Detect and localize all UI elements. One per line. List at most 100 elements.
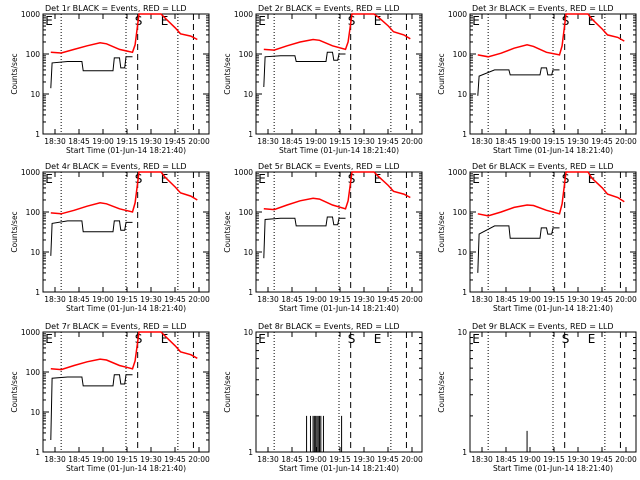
- x-tick-label: 18:30: [471, 137, 493, 146]
- x-tick-label: 19:45: [164, 295, 186, 304]
- x-tick-label: 19:30: [140, 455, 162, 464]
- event-marker-e: E: [258, 14, 266, 28]
- panel-det-9r: Det 9r BLACK = Events, RED = LLD 1 10 18:30…: [437, 322, 637, 473]
- x-tick-label: 19:15: [543, 295, 565, 304]
- series-events: [263, 51, 346, 88]
- x-tick-label: 18:30: [257, 137, 279, 146]
- chart-title: Det 1r BLACK = Events, RED = LLD: [45, 4, 187, 13]
- y-axis-label: Counts/sec: [223, 211, 232, 252]
- y-tick-label: 1: [462, 130, 467, 139]
- series-events: [50, 220, 133, 256]
- x-axis-label: Start Time (01-Jun-14 18:21:40): [493, 146, 613, 155]
- x-tick-label: 20:00: [188, 137, 210, 146]
- panel-det-7r: Det 7r BLACK = Events, RED = LLD 1 10 100 10…: [10, 322, 210, 473]
- series-lld: [50, 331, 198, 371]
- event-marker-e: E: [258, 172, 266, 186]
- x-axis-label: Start Time (01-Jun-14 18:21:40): [279, 146, 399, 155]
- x-tick-label: 19:00: [519, 137, 541, 146]
- x-tick-label: 18:45: [68, 295, 90, 304]
- x-tick-label: 19:45: [377, 455, 399, 464]
- x-axis-label: Start Time (01-Jun-14 18:21:40): [66, 146, 186, 155]
- series-lld: [477, 13, 625, 58]
- x-tick-label: 18:45: [495, 137, 517, 146]
- x-tick-label: 20:00: [188, 455, 210, 464]
- y-tick-label: 1000: [448, 10, 467, 19]
- x-tick-label: 20:00: [401, 137, 423, 146]
- chart-title: Det 2r BLACK = Events, RED = LLD: [258, 4, 400, 13]
- y-tick-label: 1000: [234, 10, 253, 19]
- event-marker-e: E: [374, 332, 382, 346]
- y-tick-label: 1: [248, 130, 253, 139]
- panel-det-4r: Det 4r BLACK = Events, RED = LLD 1 10 100 10…: [10, 162, 210, 313]
- x-tick-label: 18:30: [257, 455, 279, 464]
- x-tick-label: 19:15: [329, 137, 351, 146]
- panel-det-6r: Det 6r BLACK = Events, RED = LLD 1 10 100 10…: [437, 162, 637, 313]
- y-tick-label: 10: [243, 90, 253, 99]
- x-tick-label: 18:45: [281, 295, 303, 304]
- x-tick-label: 19:15: [116, 295, 138, 304]
- x-tick-label: 19:30: [567, 295, 589, 304]
- event-marker-e: E: [374, 172, 382, 186]
- chart-title: Det 3r BLACK = Events, RED = LLD: [472, 4, 614, 13]
- x-tick-label: 20:00: [615, 455, 637, 464]
- x-tick-label: 19:45: [377, 137, 399, 146]
- panel-det-1r: Det 1r BLACK = Events, RED = LLD 1 10 100 10…: [10, 4, 210, 155]
- y-tick-label: 1: [248, 448, 253, 457]
- y-axis-label: Counts/sec: [437, 53, 446, 94]
- x-tick-label: 19:30: [140, 295, 162, 304]
- series-events: [477, 67, 560, 96]
- x-tick-label: 18:45: [495, 295, 517, 304]
- x-tick-label: 19:30: [353, 295, 375, 304]
- x-tick-label: 19:30: [567, 455, 589, 464]
- x-tick-label: 19:00: [305, 137, 327, 146]
- x-tick-label: 19:00: [519, 295, 541, 304]
- x-tick-label: 19:45: [164, 137, 186, 146]
- y-tick-label: 1: [35, 448, 40, 457]
- y-axis-label: Counts/sec: [10, 371, 19, 412]
- series-events: [263, 216, 346, 259]
- event-marker-e: E: [161, 172, 169, 186]
- event-marker-s: S: [348, 332, 356, 346]
- x-tick-label: 19:30: [353, 455, 375, 464]
- series-events: [477, 225, 560, 273]
- y-tick-label: 10: [30, 248, 40, 257]
- event-marker-e: E: [588, 172, 596, 186]
- y-axis-label: Counts/sec: [437, 211, 446, 252]
- chart-title: Det 6r BLACK = Events, RED = LLD: [472, 162, 614, 171]
- series-lld: [50, 13, 198, 54]
- panel-det-8r: Det 8r BLACK = Events, RED = LLD 1 10 18:30…: [223, 322, 423, 473]
- y-tick-label: 10: [243, 328, 253, 337]
- y-tick-label: 1: [462, 448, 467, 457]
- y-tick-label: 1000: [21, 328, 40, 337]
- event-marker-e: E: [472, 172, 480, 186]
- x-tick-label: 19:30: [140, 137, 162, 146]
- chart-title: Det 8r BLACK = Events, RED = LLD: [258, 322, 400, 331]
- y-tick-label: 1: [248, 288, 253, 297]
- y-tick-label: 100: [26, 208, 41, 217]
- y-tick-label: 100: [239, 208, 254, 217]
- y-tick-label: 10: [30, 408, 40, 417]
- event-marker-e: E: [588, 332, 596, 346]
- x-tick-label: 20:00: [615, 295, 637, 304]
- series-lld: [263, 171, 411, 211]
- x-tick-label: 20:00: [188, 295, 210, 304]
- event-marker-e: E: [374, 14, 382, 28]
- x-tick-label: 19:45: [591, 137, 613, 146]
- x-tick-label: 20:00: [401, 455, 423, 464]
- x-tick-label: 19:00: [305, 295, 327, 304]
- series-lld: [50, 171, 198, 215]
- x-tick-label: 19:15: [543, 137, 565, 146]
- event-marker-e: E: [45, 172, 53, 186]
- chart-title: Det 7r BLACK = Events, RED = LLD: [45, 322, 187, 331]
- event-marker-e: E: [472, 14, 480, 28]
- x-tick-label: 18:30: [44, 137, 66, 146]
- y-tick-label: 1000: [234, 168, 253, 177]
- panel-det-3r: Det 3r BLACK = Events, RED = LLD 1 10 100 10…: [437, 4, 637, 155]
- event-marker-e: E: [472, 332, 480, 346]
- x-tick-label: 19:00: [519, 455, 541, 464]
- x-tick-label: 18:45: [68, 455, 90, 464]
- x-tick-label: 18:45: [281, 137, 303, 146]
- event-marker-e: E: [161, 14, 169, 28]
- x-axis-label: Start Time (01-Jun-14 18:21:40): [493, 304, 613, 313]
- x-tick-label: 19:45: [591, 455, 613, 464]
